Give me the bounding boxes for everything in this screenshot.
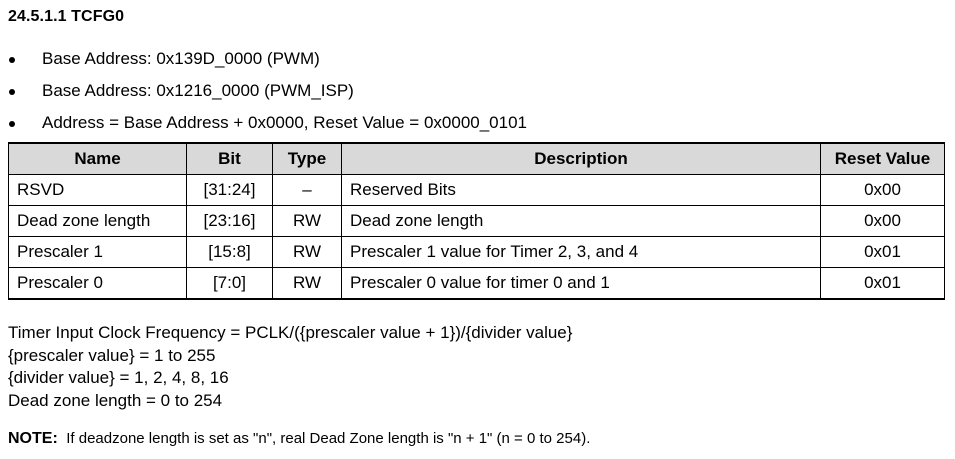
cell-reset-value: 0x00 (820, 174, 945, 206)
cell-bit: [31:24] (186, 174, 273, 206)
formula-line: Dead zone length = 0 to 254 (8, 390, 223, 410)
header-bit: Bit (186, 142, 273, 175)
cell-bit: [15:8] (186, 236, 273, 268)
cell-description: Reserved Bits (341, 174, 821, 206)
cell-type: RW (272, 267, 342, 300)
formula-line: {divider value} = 1, 2, 4, 8, 16 (8, 368, 229, 387)
bullet-icon (9, 121, 15, 127)
note-label: NOTE: (8, 430, 58, 447)
formula-line: {prescaler value} = 1 to 255 (8, 345, 216, 365)
bullet-text: Base Address: 0x139D_0000 (PWM) (42, 49, 320, 68)
cell-type: RW (272, 236, 342, 268)
bullet-text: Base Address: 0x1216_0000 (PWM_ISP) (42, 81, 354, 100)
section-title: 24.5.1.1 TCFG0 (8, 8, 125, 25)
cell-bit: [23:16] (186, 205, 273, 237)
bullet-icon (9, 89, 15, 95)
formula-block: Timer Input Clock Frequency = PCLK/({pre… (8, 322, 572, 412)
bullet-text: Address = Base Address + 0x0000, Reset V… (42, 113, 527, 132)
cell-type: RW (272, 205, 342, 237)
cell-name: Dead zone length (8, 205, 187, 237)
table-row: Prescaler 0 [7:0] RW Prescaler 0 value f… (8, 267, 945, 300)
header-description: Description (341, 142, 821, 175)
table-row: Prescaler 1 [15:8] RW Prescaler 1 value … (8, 236, 945, 268)
cell-reset-value: 0x01 (820, 267, 945, 300)
cell-name: Prescaler 0 (8, 267, 187, 300)
header-type: Type (272, 142, 342, 175)
formula-line: Timer Input Clock Frequency = PCLK/({pre… (8, 323, 573, 342)
note: NOTE: If deadzone length is set as "n", … (8, 430, 590, 448)
table-header-row: Name Bit Type Description Reset Value (8, 142, 945, 175)
cell-name: RSVD (8, 174, 187, 206)
cell-bit: [7:0] (186, 267, 273, 300)
cell-reset-value: 0x00 (820, 205, 945, 237)
register-table: Name Bit Type Description Reset Value RS… (8, 142, 945, 300)
header-name: Name (8, 142, 187, 175)
table-row: RSVD [31:24] – Reserved Bits 0x00 (8, 174, 945, 206)
cell-type: – (272, 174, 342, 206)
table-row: Dead zone length [23:16] RW Dead zone le… (8, 205, 945, 237)
cell-reset-value: 0x01 (820, 236, 945, 268)
note-text: If deadzone length is set as "n", real D… (66, 430, 591, 447)
bullet-icon (9, 57, 15, 63)
cell-description: Dead zone length (341, 205, 821, 237)
cell-description: Prescaler 0 value for timer 0 and 1 (341, 267, 821, 300)
cell-name: Prescaler 1 (8, 236, 187, 268)
cell-description: Prescaler 1 value for Timer 2, 3, and 4 (341, 236, 821, 268)
header-reset-value: Reset Value (820, 142, 945, 175)
